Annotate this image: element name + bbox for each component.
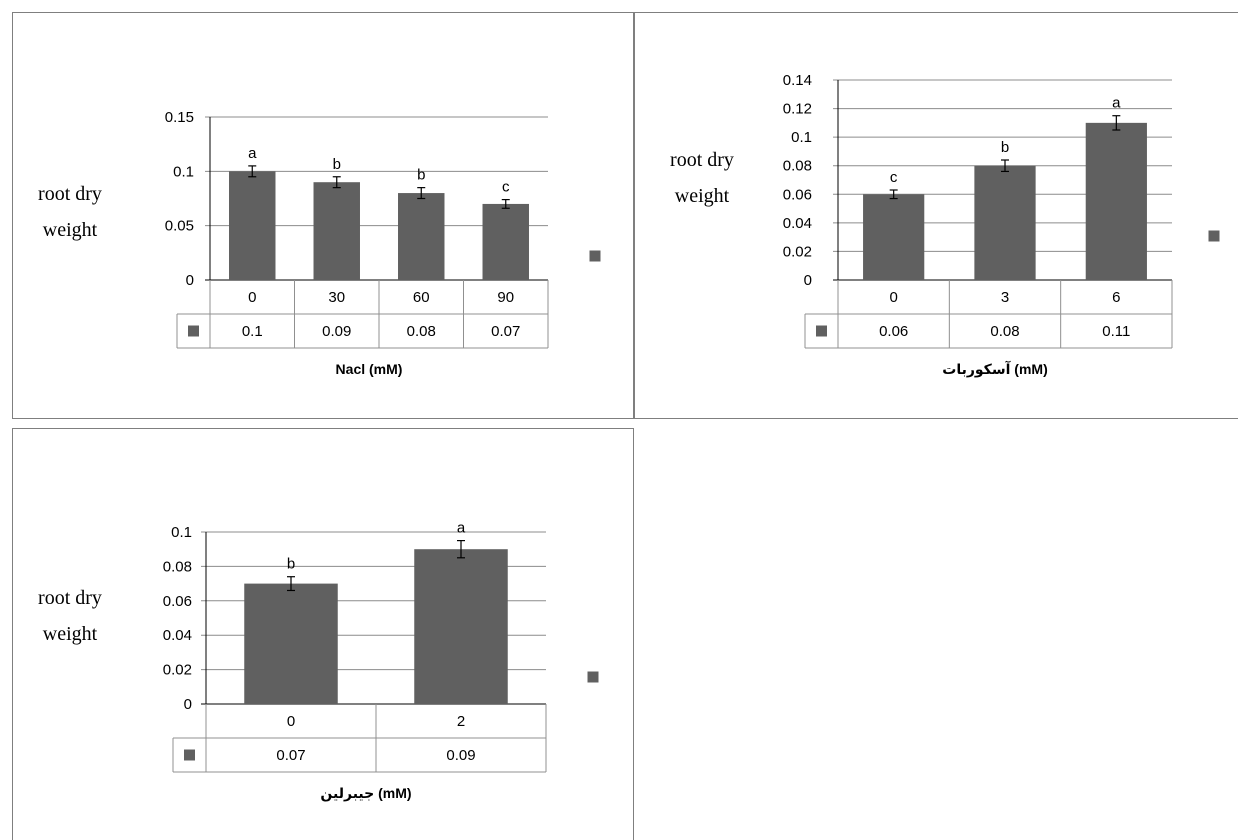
x-axis-label: آسکوربات (mM)	[942, 360, 1047, 378]
significance-label: b	[287, 556, 295, 573]
significance-label: c	[502, 179, 510, 196]
y-tick-label: 0.06	[163, 593, 192, 610]
y-tick-label: 0	[184, 696, 192, 713]
bar	[398, 193, 445, 280]
y-tick-label: 0.02	[163, 662, 192, 679]
x-tick-label: 6	[1112, 289, 1120, 306]
data-table-value: 0.08	[407, 323, 436, 340]
x-axis-label: Nacl (mM)	[336, 361, 403, 377]
x-tick-label: 3	[1001, 289, 1009, 306]
y-tick-label: 0.06	[783, 186, 812, 203]
data-table-value: 0.07	[276, 747, 305, 764]
y-axis-label: weight	[675, 185, 730, 207]
data-table-value: 0.07	[491, 323, 520, 340]
x-axis-label: جیبرلین (mM)	[320, 785, 411, 802]
legend-key-square	[816, 325, 827, 337]
data-table-value: 0.09	[446, 747, 475, 764]
error-bar	[287, 576, 295, 592]
legend-marker	[1208, 230, 1220, 242]
error-bar	[332, 176, 341, 189]
y-tick-label: 0.14	[783, 72, 812, 89]
error-bar	[1001, 159, 1009, 173]
y-tick-label: 0.08	[783, 158, 812, 175]
y-tick-label: 0.02	[783, 243, 812, 260]
y-tick-label: 0.1	[171, 524, 192, 541]
error-bar	[457, 539, 465, 559]
x-tick-label: 0	[248, 289, 256, 306]
error-bar	[501, 198, 510, 209]
data-table-value: 0.09	[322, 323, 351, 340]
bar	[863, 194, 925, 280]
y-axis-label: weight	[43, 219, 98, 241]
x-tick-label: 2	[457, 713, 465, 730]
y-tick-label: 0.1	[173, 163, 194, 180]
data-table-value: 0.08	[990, 323, 1019, 340]
significance-label: b	[333, 156, 341, 173]
y-axis-label: weight	[43, 623, 98, 645]
chart-gibberellin: 0 0.02 0.04 0.06 0.08 0.1 root dry weight b a 0 0.0…	[12, 428, 634, 840]
bar	[414, 549, 508, 704]
data-table-value: 0.1	[242, 323, 263, 340]
y-tick-label: 0.15	[165, 109, 194, 126]
legend-marker	[589, 250, 601, 262]
error-bar	[248, 165, 257, 178]
y-axis-label: root dry	[38, 587, 102, 609]
chart-nacl: 0 0.05 0.1 0.15 root dry weight a b b c 0 0.1 30 0.09…	[12, 12, 634, 419]
significance-label: a	[457, 520, 466, 537]
y-tick-label: 0	[186, 272, 194, 289]
significance-label: a	[1112, 95, 1121, 112]
bar	[313, 182, 360, 280]
y-tick-label: 0.12	[783, 101, 812, 118]
significance-label: b	[1001, 139, 1009, 156]
significance-label: c	[890, 169, 898, 186]
x-tick-label: 0	[889, 289, 897, 306]
legend-marker	[587, 671, 599, 683]
y-tick-label: 0.08	[163, 558, 192, 575]
chart-ascorbate: 0 0.02 0.04 0.06 0.08 0.1 0.12 0.14 root dry weig…	[634, 12, 1238, 419]
significance-label: b	[417, 167, 425, 184]
bar	[482, 203, 529, 280]
y-axis-label: root dry	[670, 149, 734, 171]
data-table-value: 0.06	[879, 323, 908, 340]
x-tick-label: 30	[328, 289, 345, 306]
chart-frame	[634, 12, 1238, 419]
legend-key-square	[184, 749, 195, 761]
x-tick-label: 90	[497, 289, 514, 306]
x-tick-label: 60	[413, 289, 430, 306]
significance-label: a	[248, 145, 257, 162]
y-tick-label: 0.04	[783, 215, 812, 232]
error-bar	[417, 187, 426, 200]
bar	[244, 583, 338, 704]
bar	[974, 165, 1036, 280]
y-axis-label: root dry	[38, 183, 102, 205]
y-tick-label: 0.1	[791, 129, 812, 146]
y-tick-label: 0	[804, 272, 812, 289]
x-tick-label: 0	[287, 713, 295, 730]
legend-key-square	[188, 325, 199, 337]
bar	[229, 171, 276, 280]
y-tick-label: 0.04	[163, 627, 192, 644]
data-table-value: 0.11	[1102, 323, 1130, 340]
bar	[1085, 122, 1147, 280]
error-bar	[889, 189, 898, 200]
error-bar	[1112, 115, 1121, 131]
y-tick-label: 0.05	[165, 218, 194, 235]
